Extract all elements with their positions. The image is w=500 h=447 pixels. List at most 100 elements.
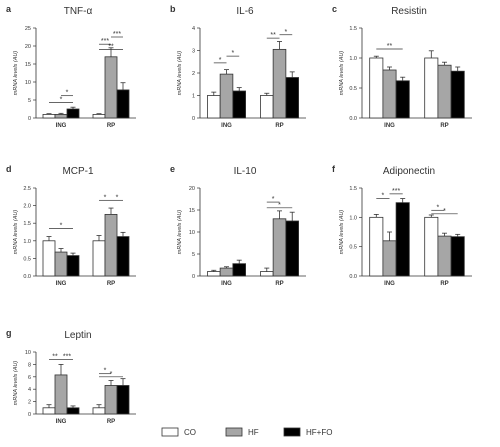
y-axis-label: mRNA levels (AU) bbox=[177, 51, 183, 96]
panel-letter: f bbox=[332, 164, 336, 174]
y-tick-label: 2 bbox=[28, 400, 31, 406]
bar-hf-rp bbox=[104, 56, 118, 119]
bar-hf-fo-ing bbox=[395, 202, 410, 277]
y-tick-label: 0.0 bbox=[349, 116, 357, 122]
significance-label: * bbox=[66, 90, 69, 97]
y-tick-label: 0 bbox=[28, 412, 31, 418]
significance-label: ** bbox=[270, 32, 276, 39]
bar-co-ing bbox=[369, 57, 384, 119]
significance-label: * bbox=[278, 202, 281, 209]
y-tick-label: 20 bbox=[189, 186, 195, 192]
y-tick-label: 1.5 bbox=[349, 186, 357, 192]
significance-label: * bbox=[104, 194, 107, 201]
significance-label: * bbox=[219, 57, 222, 64]
bar-co-rp bbox=[260, 271, 274, 277]
bar-hf-rp bbox=[104, 213, 118, 277]
y-tick-label: 8 bbox=[28, 362, 31, 368]
significance-label: * bbox=[272, 196, 275, 203]
bar-hf-ing bbox=[382, 69, 397, 119]
bar-co-rp bbox=[92, 407, 106, 415]
chart-title: IL-6 bbox=[236, 6, 254, 17]
significance-label: * bbox=[104, 368, 107, 375]
chart-title: IL-10 bbox=[234, 166, 257, 177]
chart-title: Resistin bbox=[391, 6, 427, 17]
y-tick-label: 1.0 bbox=[349, 215, 357, 221]
x-tick-label: RP bbox=[275, 123, 283, 129]
significance-label: ** bbox=[387, 43, 393, 50]
legend-swatch-hf bbox=[225, 427, 243, 437]
panel-letter: b bbox=[170, 4, 176, 14]
y-tick-label: 0.5 bbox=[23, 256, 31, 262]
y-tick-label: 25 bbox=[25, 26, 31, 32]
bar-hf-rp bbox=[272, 218, 287, 277]
y-axis-label: mRNA levels (AU) bbox=[177, 210, 183, 255]
chart-title: Adiponectin bbox=[383, 166, 435, 177]
bar-co-rp bbox=[424, 57, 439, 119]
significance-label: ** bbox=[108, 44, 114, 51]
bar-hf-fo-rp bbox=[116, 385, 130, 415]
y-tick-label: 15 bbox=[189, 208, 195, 214]
significance-label: * bbox=[443, 208, 446, 215]
panel-e: e IL-10 0 5 10 15 20 mRNA levels (AU) ING RP ** bbox=[170, 164, 306, 287]
x-tick-label: ING bbox=[221, 281, 232, 287]
bar-hf-fo-rp bbox=[116, 89, 130, 119]
panel-f: f Adiponectin 0.0 0.5 1.0 1.5 mRNA levels (AU)… bbox=[332, 164, 472, 287]
bar-hf-fo-rp bbox=[450, 236, 465, 277]
significance-label: ** bbox=[52, 353, 58, 360]
y-tick-label: 15 bbox=[25, 62, 31, 68]
bar-hf-rp bbox=[437, 235, 452, 277]
y-axis-label: mRNA levels (AU) bbox=[13, 51, 19, 96]
bar-co-rp bbox=[260, 95, 274, 119]
y-tick-label: 10 bbox=[189, 230, 195, 236]
y-tick-label: 6 bbox=[28, 375, 31, 381]
x-tick-label: ING bbox=[221, 123, 232, 129]
chart-title: Leptin bbox=[64, 330, 91, 341]
y-axis-label: mRNA levels (AU) bbox=[13, 361, 19, 406]
y-tick-label: 0 bbox=[192, 274, 195, 280]
significance-label: *** bbox=[101, 38, 109, 45]
significance-label: * bbox=[284, 29, 287, 36]
x-tick-label: RP bbox=[275, 281, 283, 287]
bar-co-rp bbox=[92, 114, 106, 119]
significance-label: *** bbox=[392, 188, 400, 195]
bar-co-ing bbox=[42, 407, 56, 415]
legend-swatch-co bbox=[161, 427, 179, 437]
y-tick-label: 2.5 bbox=[23, 186, 31, 192]
y-tick-label: 0.0 bbox=[349, 274, 357, 280]
bar-hf-fo-rp bbox=[285, 77, 299, 119]
bar-hf-fo-ing bbox=[66, 407, 80, 415]
y-tick-label: 0.5 bbox=[349, 245, 357, 251]
bar-hf-fo-ing bbox=[395, 80, 410, 119]
y-tick-label: 1.5 bbox=[349, 26, 357, 32]
x-tick-label: RP bbox=[440, 281, 448, 287]
panel-letter: c bbox=[332, 4, 337, 14]
y-tick-label: 1.0 bbox=[349, 56, 357, 62]
chart-title: MCP-1 bbox=[62, 166, 94, 177]
bar-hf-ing bbox=[382, 240, 397, 277]
x-tick-label: RP bbox=[107, 281, 115, 287]
y-tick-label: 2.0 bbox=[23, 204, 31, 210]
y-axis-label: mRNA levels (AU) bbox=[339, 210, 345, 255]
significance-label: * bbox=[60, 97, 63, 104]
significance-label: * bbox=[231, 50, 234, 57]
bar-co-ing bbox=[369, 216, 384, 277]
y-tick-label: 10 bbox=[25, 350, 31, 356]
bar-hf-fo-ing bbox=[66, 108, 80, 119]
y-tick-label: 5 bbox=[28, 98, 31, 104]
y-tick-label: 20 bbox=[25, 44, 31, 50]
bar-co-ing bbox=[207, 95, 221, 119]
y-tick-label: 1 bbox=[192, 94, 195, 100]
panel-letter: a bbox=[6, 4, 12, 14]
bar-hf-ing bbox=[54, 251, 68, 277]
x-tick-label: ING bbox=[56, 419, 67, 425]
bar-hf-ing bbox=[219, 73, 234, 119]
x-tick-label: ING bbox=[384, 123, 395, 129]
bar-hf-ing bbox=[219, 267, 234, 277]
x-tick-label: RP bbox=[107, 419, 115, 425]
y-tick-label: 3 bbox=[192, 49, 195, 55]
significance-label: * bbox=[437, 204, 440, 211]
significance-label: * bbox=[116, 194, 119, 201]
